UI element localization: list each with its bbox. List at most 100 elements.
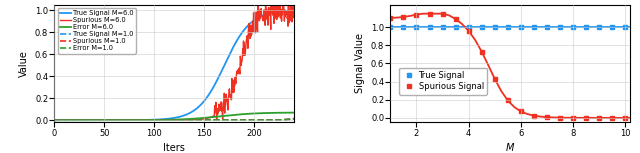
Spurious Signal <box>413 14 420 15</box>
Spurious M=1.0 <box>192 119 200 121</box>
True Signal M=6.0 <box>159 118 167 120</box>
Spurious Signal <box>621 117 629 119</box>
Spurious Signal <box>543 116 551 118</box>
True Signal <box>426 26 433 28</box>
X-axis label: Iters: Iters <box>163 143 186 153</box>
True Signal M=1.0 <box>231 119 239 121</box>
Spurious Signal <box>491 78 499 80</box>
Spurious Signal <box>452 18 460 20</box>
Spurious M=6.0 <box>112 119 120 121</box>
Error M=6.0 <box>112 119 120 121</box>
Line: True Signal: True Signal <box>388 25 627 29</box>
Error M=6.0 <box>291 112 298 114</box>
Spurious Signal <box>517 110 525 112</box>
Spurious Signal <box>387 17 394 19</box>
Spurious M=6.0 <box>219 119 227 121</box>
True Signal M=6.0 <box>192 108 200 110</box>
Spurious Signal <box>595 117 603 119</box>
True Signal <box>465 26 472 28</box>
Line: Spurious M=6.0: Spurious M=6.0 <box>54 1 294 120</box>
True Signal <box>569 26 577 28</box>
True Signal M=6.0 <box>93 119 100 121</box>
Spurious M=1.0 <box>112 119 120 121</box>
True Signal <box>452 26 460 28</box>
Error M=6.0 <box>159 119 167 121</box>
Spurious M=6.0 <box>93 119 100 121</box>
True Signal <box>399 26 407 28</box>
Error M=1.0 <box>51 119 58 121</box>
Line: Spurious M=1.0: Spurious M=1.0 <box>54 119 294 120</box>
Spurious Signal <box>439 13 447 15</box>
Line: Error M=6.0: Error M=6.0 <box>54 113 294 120</box>
True Signal <box>517 26 525 28</box>
Legend: True Signal, Spurious Signal: True Signal, Spurious Signal <box>399 68 487 95</box>
Spurious Signal <box>530 115 538 117</box>
Spurious M=6.0 <box>291 0 298 2</box>
True Signal <box>491 26 499 28</box>
True Signal M=6.0 <box>291 10 298 11</box>
Spurious M=6.0 <box>159 119 167 121</box>
Error M=1.0 <box>291 118 298 120</box>
Spurious M=1.0 <box>93 119 100 121</box>
True Signal <box>556 26 564 28</box>
Error M=1.0 <box>192 119 200 121</box>
Error M=6.0 <box>211 116 218 118</box>
True Signal <box>582 26 590 28</box>
True Signal <box>621 26 629 28</box>
True Signal <box>608 26 616 28</box>
True Signal M=6.0 <box>112 119 120 121</box>
Spurious M=1.0 <box>231 119 239 121</box>
Spurious M=6.0 <box>268 0 275 2</box>
True Signal M=1.0 <box>112 119 120 121</box>
Line: Spurious Signal: Spurious Signal <box>388 12 627 120</box>
Spurious Signal <box>504 100 511 101</box>
Spurious Signal <box>569 117 577 119</box>
Spurious Signal <box>582 117 590 119</box>
True Signal <box>504 26 511 28</box>
Error M=6.0 <box>93 119 100 121</box>
Line: True Signal M=6.0: True Signal M=6.0 <box>54 11 294 120</box>
True Signal M=1.0 <box>51 119 58 121</box>
True Signal <box>387 26 394 28</box>
True Signal <box>543 26 551 28</box>
Line: True Signal M=1.0: True Signal M=1.0 <box>54 119 294 120</box>
Spurious Signal <box>426 13 433 15</box>
Spurious Signal <box>608 117 616 119</box>
Spurious Signal <box>465 30 472 32</box>
Error M=1.0 <box>112 119 120 121</box>
True Signal <box>478 26 486 28</box>
Legend: True Signal M=6.0, Spurious M=6.0, Error M=6.0, True Signal M=1.0, Spurious M=1.: True Signal M=6.0, Spurious M=6.0, Error… <box>58 8 136 54</box>
True Signal M=6.0 <box>231 43 239 45</box>
True Signal M=1.0 <box>93 119 100 121</box>
True Signal M=6.0 <box>51 119 58 121</box>
X-axis label: M: M <box>506 143 515 153</box>
Y-axis label: Signal Value: Signal Value <box>355 34 365 93</box>
Y-axis label: Value: Value <box>19 50 29 77</box>
True Signal <box>530 26 538 28</box>
Error M=6.0 <box>231 114 239 116</box>
Error M=1.0 <box>93 119 100 121</box>
Spurious M=1.0 <box>291 118 298 119</box>
Error M=1.0 <box>231 119 239 121</box>
Spurious M=6.0 <box>211 105 218 107</box>
Spurious M=6.0 <box>232 80 239 82</box>
True Signal M=1.0 <box>291 118 298 119</box>
True Signal M=6.0 <box>211 84 218 86</box>
True Signal M=1.0 <box>192 119 200 121</box>
Spurious M=1.0 <box>51 119 58 121</box>
True Signal <box>595 26 603 28</box>
Spurious M=1.0 <box>211 119 218 121</box>
Spurious M=6.0 <box>192 119 200 121</box>
True Signal <box>413 26 420 28</box>
Error M=6.0 <box>51 119 58 121</box>
Spurious M=1.0 <box>159 119 167 121</box>
Spurious Signal <box>556 117 564 119</box>
Error M=1.0 <box>211 119 218 121</box>
Spurious Signal <box>478 51 486 52</box>
Spurious M=6.0 <box>51 119 58 121</box>
Spurious Signal <box>399 16 407 18</box>
True Signal M=1.0 <box>159 119 167 121</box>
Error M=6.0 <box>192 118 200 119</box>
Line: Error M=1.0: Error M=1.0 <box>54 119 294 120</box>
Error M=1.0 <box>159 119 167 121</box>
